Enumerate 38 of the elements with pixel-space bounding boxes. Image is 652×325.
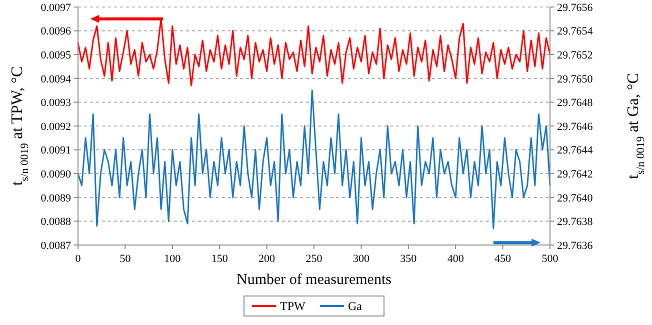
x-tick-label: 500 (542, 253, 559, 265)
line-series (77, 90, 551, 230)
y-tick-label: 0.0093 (40, 97, 72, 110)
y2-tick-label: 29.7654 (557, 26, 594, 38)
y2-tick-label: 29.7646 (557, 120, 594, 133)
x-tick-label: 250 (306, 253, 323, 265)
y-tick-label: 0.0097 (40, 2, 72, 14)
x-tick-label: 200 (258, 253, 276, 265)
y2-tick-label: 29.7638 (557, 216, 594, 228)
y2-tick-label: 29.7636 (557, 240, 594, 252)
x-tick-label: 350 (400, 253, 418, 265)
y2-tick-label: 29.7652 (557, 49, 593, 62)
y-tick-label: 0.0087 (40, 240, 72, 252)
y-tick-label: 0.0090 (40, 168, 72, 180)
y2-tick-label: 29.7644 (557, 144, 594, 157)
x-tick-label: 400 (447, 253, 464, 265)
x-tick-label: 0 (75, 253, 82, 265)
x-tick-label: 50 (120, 253, 132, 265)
y-tick-label: 0.0091 (40, 144, 71, 157)
y-tick-label: 0.0095 (40, 49, 72, 62)
y-tick-label: 0.0096 (40, 26, 72, 38)
y2-tick-label: 29.7642 (557, 168, 593, 180)
y2-tick-label: 29.7656 (557, 2, 594, 14)
line-series (77, 18, 551, 86)
legend-label: TPW (280, 299, 306, 314)
y2-tick-label: 29.7648 (557, 97, 594, 110)
y-tick-label: 0.0089 (40, 192, 72, 204)
y-tick-label: 0.0088 (40, 216, 72, 228)
x-tick-label: 450 (494, 253, 512, 265)
legend-label: Ga (348, 299, 363, 314)
y-tick-label: 0.0092 (40, 120, 71, 133)
x-tick-label: 100 (164, 253, 182, 265)
x-tick-label: 300 (352, 253, 370, 265)
x-axis-title: Number of measurements (236, 272, 392, 288)
y2-tick-label: 29.7640 (557, 192, 594, 204)
y2-tick-label: 29.7650 (557, 73, 594, 86)
x-tick-label: 150 (211, 253, 228, 265)
y-tick-label: 0.0094 (40, 73, 72, 86)
